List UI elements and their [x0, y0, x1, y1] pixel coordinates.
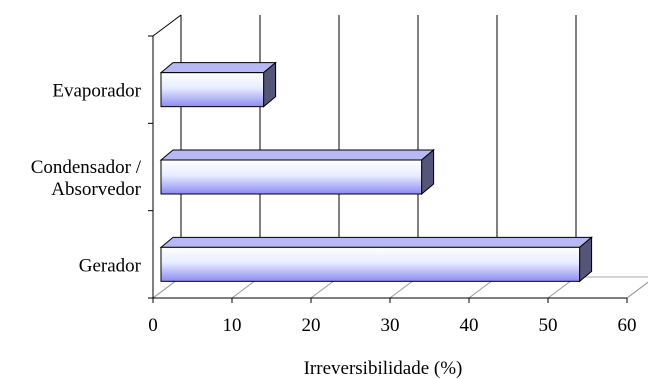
x-tick-label-10: 10 [223, 315, 242, 336]
x-tick-label-50: 50 [539, 315, 558, 336]
bars [159, 61, 593, 283]
x-tick-label-30: 30 [381, 315, 400, 336]
depth-edge-top [152, 14, 182, 37]
x-tick-label-0: 0 [148, 315, 158, 336]
labels: 0 10 20 30 40 50 60 Evaporador Condensador / Abso… [31, 81, 637, 336]
bar-top-condensador-absorvedor [159, 149, 435, 161]
bar-evaporador [160, 72, 265, 108]
category-label-gerador: Gerador [79, 255, 142, 276]
axes [148, 14, 628, 303]
category-label-line: Absorvedor [51, 179, 141, 200]
bar-gerador [160, 246, 581, 282]
category-label-line: Gerador [79, 255, 142, 276]
bar-top-evaporador [159, 62, 277, 74]
x-axis-title: Irreversibilidade (%) [304, 358, 463, 379]
gridlines [259, 15, 577, 277]
category-label-condensador-absorvedor: Condensador / Absorvedor [31, 157, 142, 200]
floor-line-60 [626, 281, 648, 299]
bar-condensador-absorvedor [160, 159, 423, 195]
bar-top-gerador [159, 236, 593, 248]
category-label-evaporador: Evaporador [52, 81, 141, 102]
x-tick-label-40: 40 [460, 315, 479, 336]
category-label-line: Condensador / [31, 157, 142, 178]
x-tick-label-60: 60 [618, 315, 637, 336]
x-tick-label-20: 20 [302, 315, 321, 336]
category-label-line: Evaporador [52, 81, 141, 102]
